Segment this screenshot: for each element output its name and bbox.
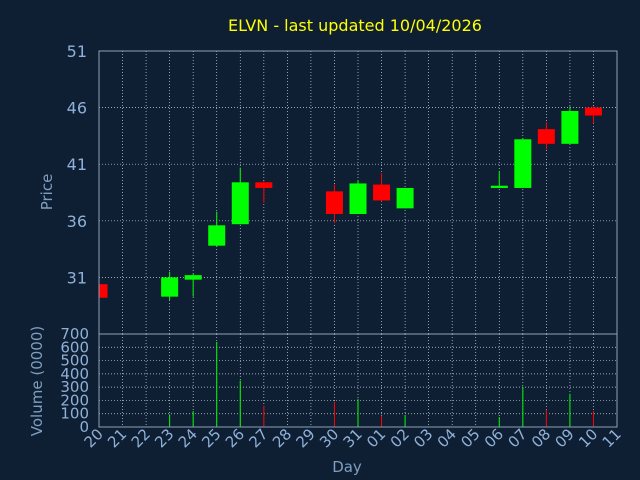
day-tick-label: 24: [175, 425, 201, 451]
volume-tick-label: 300: [60, 378, 89, 396]
volume-tick-label: 700: [60, 325, 89, 343]
volume-bars: [169, 341, 594, 427]
price-axis-label: Price: [38, 174, 56, 211]
volume-panel-frame: [98, 333, 618, 428]
day-tick-label: 06: [481, 425, 507, 451]
day-tick-label: 29: [293, 425, 319, 451]
day-axis-label: Day: [332, 458, 362, 476]
price-tick-label: 41: [67, 155, 87, 174]
candles: [98, 106, 602, 301]
volume-tick-label: 500: [60, 352, 89, 370]
day-tick-label: 09: [552, 425, 578, 451]
day-tick-label: 02: [387, 425, 413, 451]
day-tick-label: 11: [599, 425, 625, 451]
candle-body: [184, 275, 202, 280]
day-tick-label: 21: [104, 425, 130, 451]
candle-body: [349, 183, 367, 215]
candle-body: [373, 184, 391, 201]
candle-body: [584, 107, 602, 116]
day-tick-label: 08: [528, 425, 554, 451]
volume-tick-label: 100: [60, 405, 89, 423]
candle-body: [537, 129, 555, 144]
candle-body: [231, 182, 249, 225]
day-tick-label: 05: [457, 425, 483, 451]
day-tick-label: 10: [575, 425, 601, 451]
candle-body: [99, 284, 108, 298]
chart-title: ELVN - last updated 10/04/2026: [228, 16, 482, 35]
day-tick-label: 03: [410, 425, 436, 451]
candle-body: [514, 139, 532, 188]
price-tick-label: 31: [67, 268, 87, 287]
day-tick-label: 01: [363, 425, 389, 451]
candle-body: [255, 182, 273, 188]
volume-tick-label: 200: [60, 391, 89, 409]
day-tick-label: 30: [316, 425, 342, 451]
candle-body: [208, 225, 226, 246]
day-tick-label: 22: [128, 425, 154, 451]
candle-body: [561, 110, 579, 144]
candle-body: [161, 277, 179, 297]
price-axis: 31 36 41 46 51: [67, 42, 87, 287]
price-tick-label: 36: [67, 212, 87, 231]
candle-body: [396, 187, 414, 209]
price-tick-label: 46: [67, 99, 87, 118]
volume-tick-label: 0: [79, 418, 89, 436]
day-axis: 2021222324252627282930310102030405060708…: [81, 425, 625, 451]
day-tick-label: 27: [245, 425, 271, 451]
volume-tick-label: 400: [60, 365, 89, 383]
day-tick-label: 04: [434, 425, 460, 451]
day-tick-label: 28: [269, 425, 295, 451]
day-tick-label: 26: [222, 425, 248, 451]
day-tick-label: 23: [151, 425, 177, 451]
price-tick-label: 51: [67, 42, 87, 61]
day-tick-label: 25: [198, 425, 224, 451]
day-tick-label: 07: [504, 425, 530, 451]
day-tick-label: 31: [340, 425, 366, 451]
volume-axis-label: Volume (0000): [28, 326, 46, 436]
candle-body: [325, 191, 343, 215]
candle-body: [490, 185, 508, 188]
volume-tick-label: 600: [60, 338, 89, 356]
